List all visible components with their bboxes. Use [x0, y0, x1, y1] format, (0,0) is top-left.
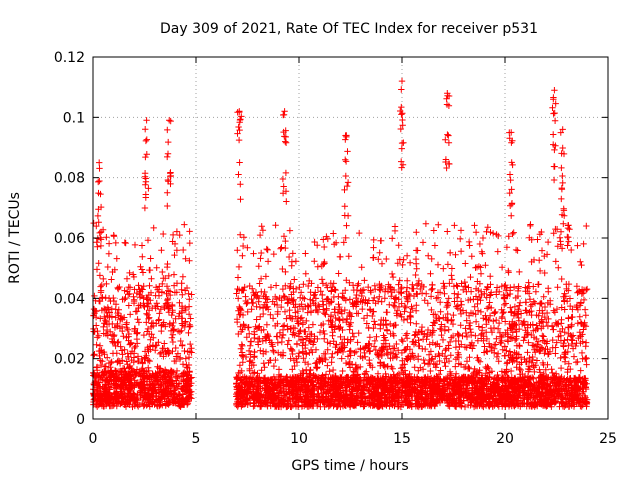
y-tick-label: 0.04 — [54, 291, 85, 307]
x-tick-label: 0 — [89, 431, 98, 447]
x-tick-label: 15 — [393, 431, 411, 447]
y-tick-label: 0.08 — [54, 171, 85, 187]
y-tick-label: 0.02 — [54, 352, 85, 368]
axis-ticks: 0 0.02 0.04 0.06 0.08 0.1 0.12 0 5 10 15 20 25 — [54, 50, 617, 447]
y-tick-label: 0 — [76, 412, 85, 428]
data-points — [90, 77, 591, 411]
x-tick-label: 20 — [496, 431, 514, 447]
y-tick-label: 0.1 — [63, 110, 85, 126]
y-tick-label: 0.06 — [54, 231, 85, 247]
x-axis-label: GPS time / hours — [291, 458, 408, 474]
x-tick-label: 5 — [192, 431, 201, 447]
y-tick-label: 0.12 — [54, 50, 85, 66]
scatter-plus-markers — [90, 77, 591, 411]
chart-title: Day 309 of 2021, Rate Of TEC Index for r… — [160, 21, 538, 37]
y-axis-label: ROTI / TECUs — [7, 192, 23, 284]
x-tick-label: 25 — [599, 431, 617, 447]
x-tick-label: 10 — [290, 431, 308, 447]
